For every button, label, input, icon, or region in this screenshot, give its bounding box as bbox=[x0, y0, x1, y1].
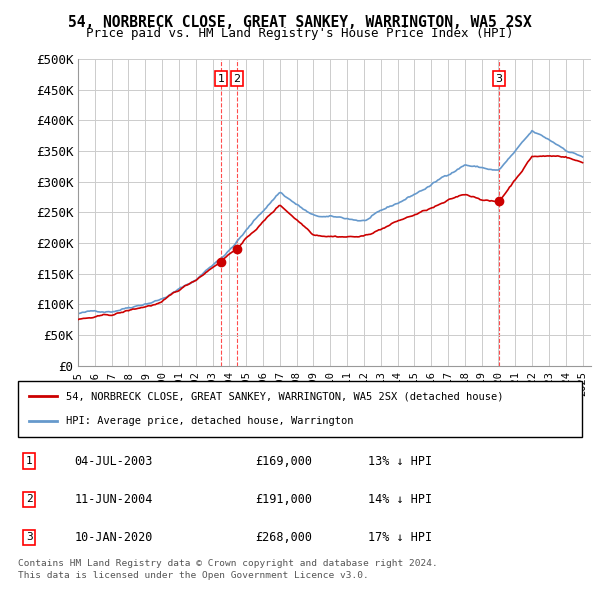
Text: This data is licensed under the Open Government Licence v3.0.: This data is licensed under the Open Gov… bbox=[18, 571, 369, 580]
FancyBboxPatch shape bbox=[18, 381, 582, 437]
Text: £169,000: £169,000 bbox=[255, 455, 312, 468]
Text: £191,000: £191,000 bbox=[255, 493, 312, 506]
Text: Price paid vs. HM Land Registry's House Price Index (HPI): Price paid vs. HM Land Registry's House … bbox=[86, 27, 514, 40]
Text: 14% ↓ HPI: 14% ↓ HPI bbox=[368, 493, 432, 506]
Text: 13% ↓ HPI: 13% ↓ HPI bbox=[368, 455, 432, 468]
Text: HPI: Average price, detached house, Warrington: HPI: Average price, detached house, Warr… bbox=[66, 416, 353, 426]
Text: Contains HM Land Registry data © Crown copyright and database right 2024.: Contains HM Land Registry data © Crown c… bbox=[18, 559, 438, 568]
Text: 2: 2 bbox=[26, 494, 32, 504]
Text: 1: 1 bbox=[26, 456, 32, 466]
Text: 2: 2 bbox=[233, 74, 241, 84]
Text: 54, NORBRECK CLOSE, GREAT SANKEY, WARRINGTON, WA5 2SX: 54, NORBRECK CLOSE, GREAT SANKEY, WARRIN… bbox=[68, 15, 532, 30]
Text: 17% ↓ HPI: 17% ↓ HPI bbox=[368, 531, 432, 544]
Text: 1: 1 bbox=[217, 74, 224, 84]
Text: 04-JUL-2003: 04-JUL-2003 bbox=[74, 455, 153, 468]
Text: 11-JUN-2004: 11-JUN-2004 bbox=[74, 493, 153, 506]
Text: £268,000: £268,000 bbox=[255, 531, 312, 544]
Text: 54, NORBRECK CLOSE, GREAT SANKEY, WARRINGTON, WA5 2SX (detached house): 54, NORBRECK CLOSE, GREAT SANKEY, WARRIN… bbox=[66, 391, 503, 401]
Text: 3: 3 bbox=[26, 533, 32, 542]
Text: 3: 3 bbox=[496, 74, 502, 84]
Text: 10-JAN-2020: 10-JAN-2020 bbox=[74, 531, 153, 544]
